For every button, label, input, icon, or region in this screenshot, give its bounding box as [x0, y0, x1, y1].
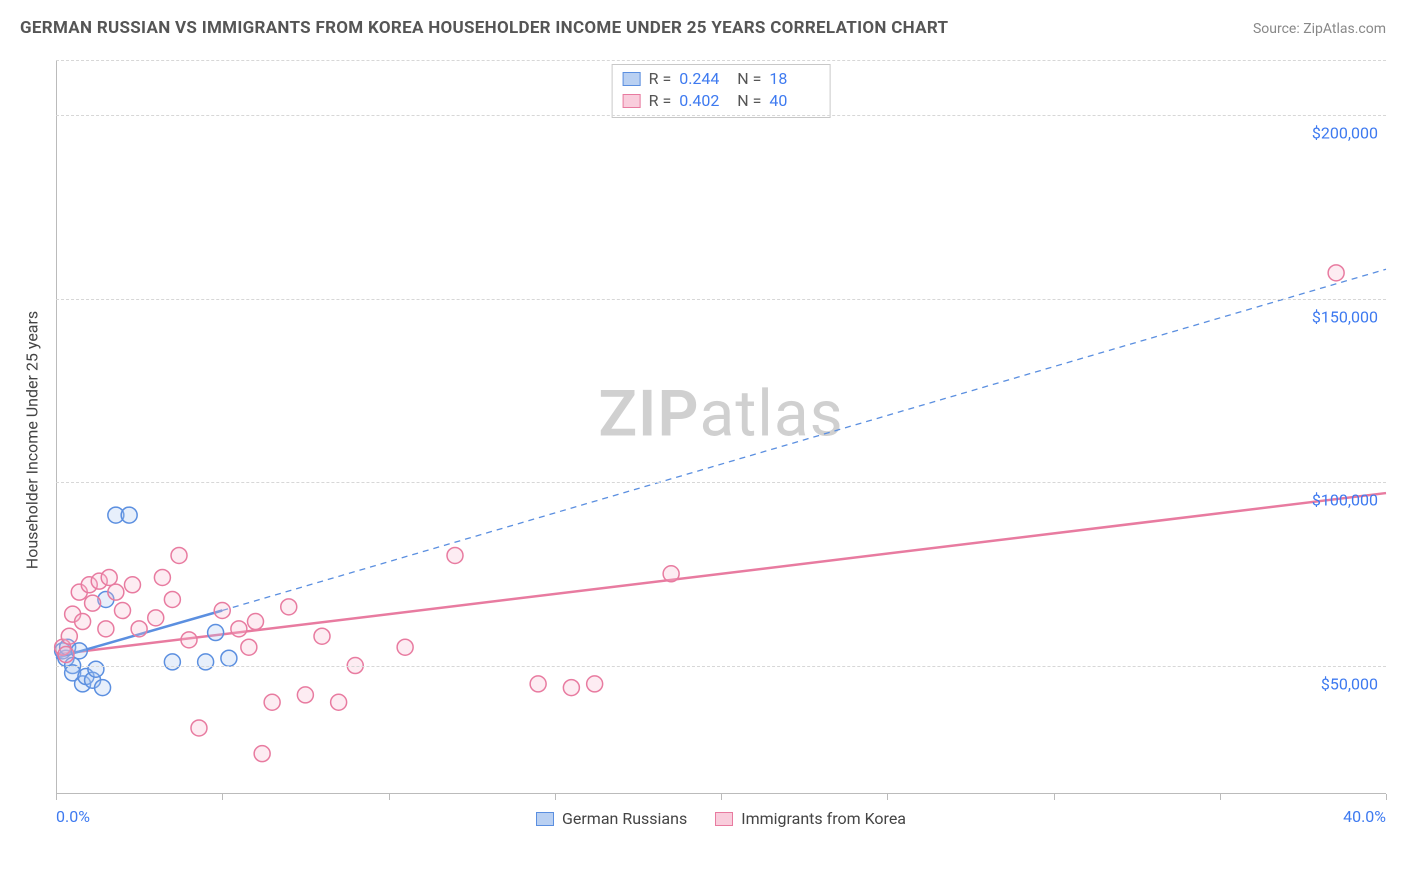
- x-tick: [721, 794, 722, 800]
- r-label-0: R =: [649, 68, 672, 90]
- legend-label-1: Immigrants from Korea: [741, 809, 906, 828]
- x-tick: [56, 794, 57, 800]
- n-label-0: N =: [737, 68, 761, 90]
- stats-row-0: R = 0.244 N = 18: [623, 68, 820, 90]
- swatch-series-0: [623, 72, 641, 86]
- x-tick: [1054, 794, 1055, 800]
- gridline-h: [56, 482, 1386, 483]
- y-tick-label: $100,000: [1312, 491, 1378, 510]
- y-axis-label: Householder Income Under 25 years: [23, 311, 42, 569]
- n-label-1: N =: [737, 90, 761, 112]
- y-tick-label: $200,000: [1312, 124, 1378, 143]
- x-tick: [1220, 794, 1221, 800]
- x-tick: [887, 794, 888, 800]
- gridline-h: [56, 299, 1386, 300]
- plot-area: ZIPatlas R = 0.244 N = 18 R = 0.402 N = …: [56, 60, 1386, 830]
- source-text: Source: ZipAtlas.com: [1253, 21, 1386, 37]
- x-tick-label: 0.0%: [56, 807, 90, 826]
- n-value-0: 18: [769, 68, 819, 90]
- x-tick: [222, 794, 223, 800]
- legend-swatch-0: [536, 812, 554, 826]
- y-tick-label: $50,000: [1321, 674, 1378, 693]
- legend-item-0: German Russians: [536, 809, 687, 828]
- stats-legend: R = 0.244 N = 18 R = 0.402 N = 40: [612, 64, 831, 118]
- chart-title: GERMAN RUSSIAN VS IMMIGRANTS FROM KOREA …: [20, 18, 948, 38]
- legend-label-0: German Russians: [562, 809, 687, 828]
- x-tick: [1386, 794, 1387, 800]
- legend-item-1: Immigrants from Korea: [715, 809, 906, 828]
- bottom-legend: German Russians Immigrants from Korea: [536, 809, 906, 828]
- r-label-1: R =: [649, 90, 672, 112]
- gridline-h: [56, 666, 1386, 667]
- swatch-series-1: [623, 94, 641, 108]
- legend-swatch-1: [715, 812, 733, 826]
- y-tick-label: $150,000: [1312, 307, 1378, 326]
- x-tick-label: 40.0%: [1343, 807, 1386, 826]
- chart-svg: [56, 60, 1386, 830]
- stats-row-1: R = 0.402 N = 40: [623, 90, 820, 112]
- x-tick: [389, 794, 390, 800]
- r-value-0: 0.244: [679, 68, 729, 90]
- n-value-1: 40: [769, 90, 819, 112]
- r-value-1: 0.402: [679, 90, 729, 112]
- gridline-h: [56, 115, 1386, 116]
- x-tick: [555, 794, 556, 800]
